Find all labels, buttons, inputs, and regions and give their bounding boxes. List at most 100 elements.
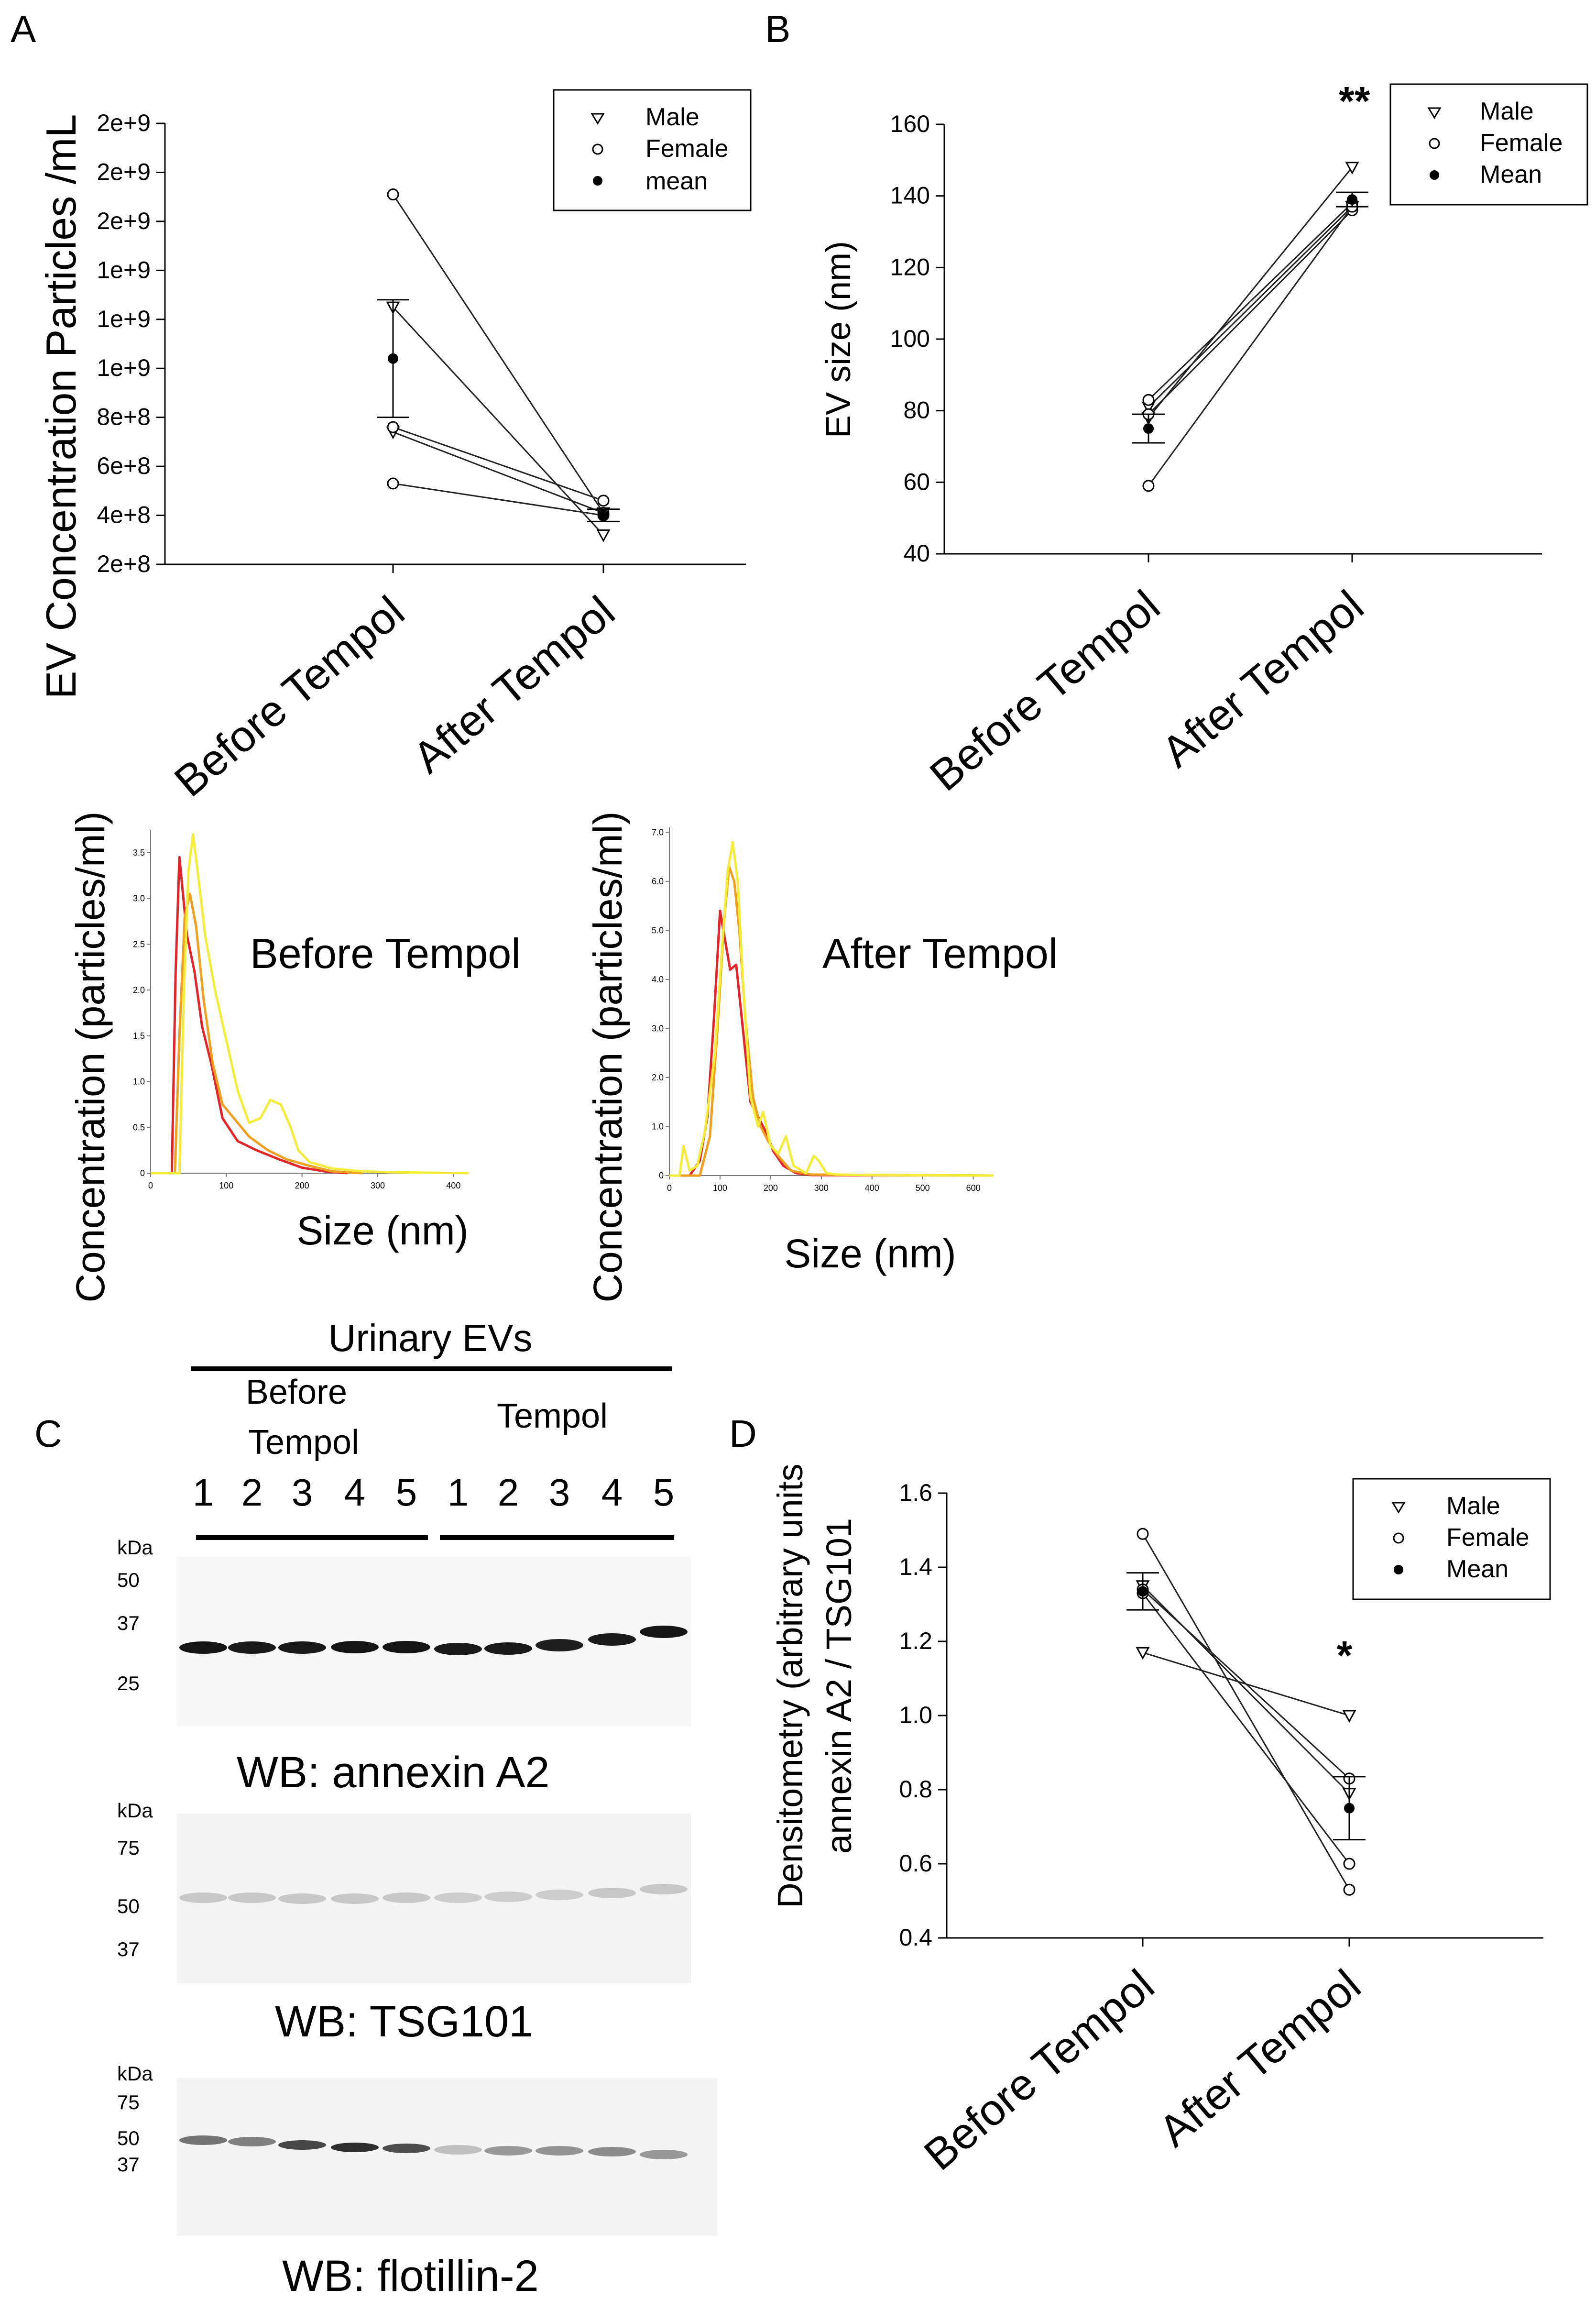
y-tick-label: 2e+8	[97, 550, 151, 577]
x-tick-label: 600	[966, 1183, 981, 1193]
y-tick-label: 7.0	[652, 827, 664, 837]
nta-before-panel: Concentration (particles/ml) Size (nm) B…	[68, 811, 521, 1302]
legend-mean: Mean	[1480, 161, 1542, 188]
y-tick-label: 5.0	[652, 925, 664, 935]
blot-band	[383, 1641, 430, 1653]
y-tick-label: 80	[903, 397, 930, 424]
panel-a-y-axis-label: EV Concentration Particles /mL	[37, 114, 85, 699]
blot-band	[434, 2145, 482, 2155]
x-tick-label: 200	[764, 1183, 778, 1193]
mean-point	[598, 510, 609, 521]
x-tick-label: 300	[371, 1181, 385, 1190]
female-point	[1142, 480, 1155, 492]
y-tick-label: 1.0	[133, 1077, 145, 1087]
distribution-line-red	[151, 856, 348, 1175]
mean-point	[1347, 194, 1357, 205]
x-tick-label: 400	[446, 1181, 460, 1190]
legend-female: Female	[1446, 1524, 1529, 1551]
x-tick-label: 400	[865, 1183, 879, 1193]
blot-membrane	[177, 2078, 717, 2236]
subject-line	[1142, 1593, 1350, 1864]
nta-after-panel: Concentration (particles/ml) Size (nm) A…	[585, 811, 1058, 1302]
panel-a: A EV Concentration Particles /mL 2e+8 4e+…	[11, 8, 752, 806]
blot-marker: 25	[117, 1672, 140, 1694]
y-tick-label: 160	[890, 110, 930, 137]
blot-band	[434, 1892, 482, 1903]
x-category-label: Before Tempol	[921, 581, 1169, 800]
legend-female: Female	[645, 135, 728, 163]
x-category-label: After Tempol	[1153, 581, 1373, 777]
legend-mean-marker-icon	[1430, 170, 1439, 180]
panel-a-legend: Male Female mean	[553, 89, 752, 211]
y-tick-label: 3.0	[652, 1023, 664, 1033]
subject-line	[393, 483, 604, 517]
blot-caption: WB: TSG101	[275, 1997, 533, 2046]
legend-mean-marker-icon	[1394, 1565, 1403, 1574]
blot-band	[331, 1893, 379, 1904]
y-tick-label: 120	[890, 253, 930, 280]
blot-annexin-a2: kDa 50 37 25 WB: annexin A2	[117, 1536, 691, 1797]
blot-band	[640, 1884, 688, 1894]
male-point	[1136, 1647, 1150, 1660]
legend-male: Male	[645, 103, 700, 131]
subject-line	[1148, 206, 1353, 408]
y-tick-label: 1e+9	[97, 306, 151, 332]
x-tick-label: 100	[219, 1181, 233, 1190]
nta-before-y-axis-label: Concentration (particles/ml)	[68, 811, 113, 1302]
legend-female-marker-icon	[1429, 138, 1440, 149]
y-tick-label: 4.0	[652, 975, 664, 984]
blot-band	[228, 1892, 276, 1903]
y-tick-label: 3.5	[133, 848, 145, 858]
y-tick-label: 3.0	[133, 894, 145, 903]
x-category-label: Before Tempol	[165, 587, 414, 806]
panel-d-legend: Male Female Mean	[1352, 1478, 1551, 1600]
distribution-line-orange	[151, 892, 363, 1175]
blot-band	[179, 2135, 227, 2145]
blot-band	[588, 1888, 636, 1898]
blot-caption: WB: annexin A2	[237, 1748, 550, 1797]
y-tick-label: 1.6	[899, 1479, 932, 1506]
y-tick-label: 0.6	[899, 1850, 932, 1877]
blot-band	[434, 1643, 482, 1655]
y-tick-label: 2e+9	[97, 110, 151, 136]
male-point	[596, 529, 611, 542]
male-point	[1345, 162, 1359, 175]
blot-marker: 50	[117, 2127, 140, 2149]
subject-line	[392, 307, 604, 536]
blot-before-label-line2: Tempol	[248, 1423, 359, 1462]
blot-band	[179, 1892, 227, 1903]
panel-d-y-axis-label-line2: annexin A2 / TSG101	[819, 1518, 859, 1854]
x-tick-label: 500	[916, 1183, 930, 1193]
mean-point	[388, 353, 398, 364]
y-tick-label: 1.2	[899, 1628, 932, 1654]
blot-unit: kDa	[117, 1536, 153, 1559]
x-tick-label: 0	[667, 1183, 672, 1193]
blot-band	[484, 2146, 532, 2156]
y-tick-label: 1.0	[899, 1702, 932, 1728]
y-tick-label: 8e+8	[97, 404, 151, 430]
panel-b-label: B	[765, 8, 790, 50]
female-point	[1343, 1858, 1356, 1870]
blot-marker: 50	[117, 1569, 140, 1591]
subject-line	[392, 194, 604, 514]
female-point	[1137, 1528, 1149, 1540]
y-tick-label: 40	[903, 540, 930, 567]
blot-lane-label: 4	[344, 1471, 366, 1514]
y-tick-label: 2e+9	[97, 208, 151, 234]
female-point	[1142, 394, 1155, 406]
blot-band	[179, 1641, 227, 1654]
blot-band	[228, 1641, 276, 1654]
subject-line	[1142, 1533, 1350, 1891]
y-tick-label: 0	[659, 1171, 664, 1180]
legend-female-marker-icon	[592, 143, 603, 155]
legend-mean-marker-icon	[593, 176, 602, 186]
blot-band	[331, 1641, 379, 1653]
blot-tsg101: kDa 75 50 37 WB: TSG101	[117, 1799, 691, 2046]
panel-b-significance: **	[1339, 78, 1370, 123]
panel-b-y-axis-label: EV size (nm)	[820, 241, 858, 438]
blot-band	[383, 1892, 430, 1903]
blot-band	[278, 1641, 326, 1654]
subject-line	[1148, 206, 1353, 486]
nta-before-plot: 0 0.5 1.0 1.5 2.0 2.5 3.0 3.5 0 100 200 300 400	[133, 830, 469, 1190]
